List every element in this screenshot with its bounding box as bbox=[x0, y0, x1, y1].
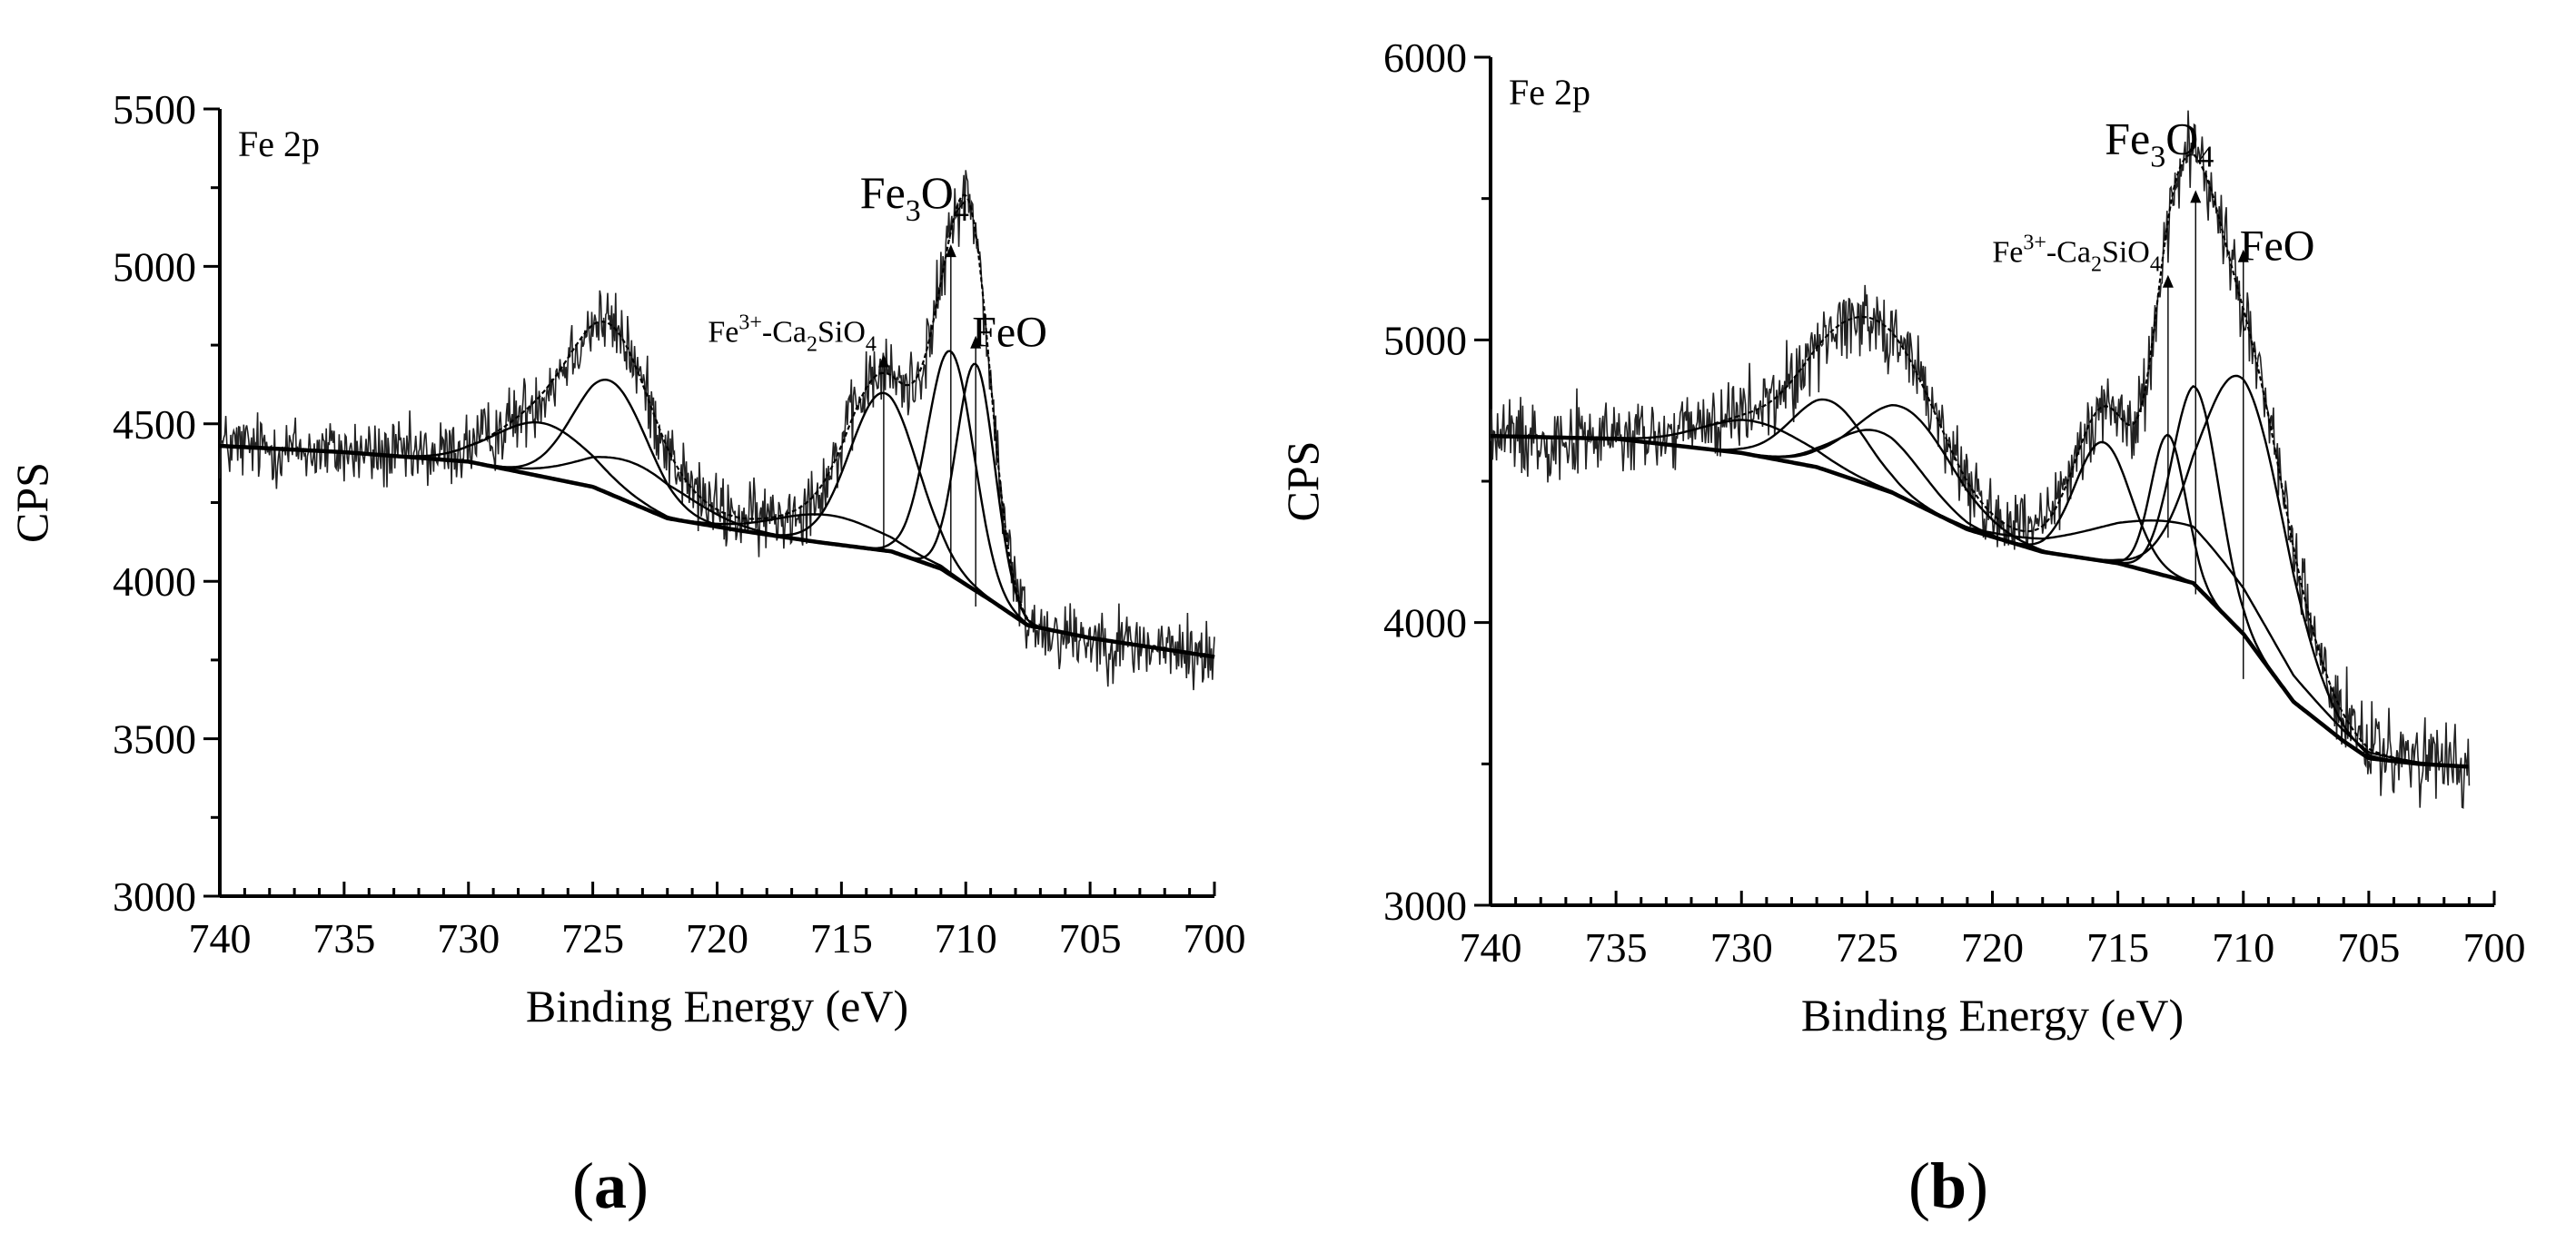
peak-component bbox=[1491, 419, 2469, 768]
label-fe3-ca2sio4: Fe3+-Ca2SiO4 bbox=[1992, 232, 2161, 277]
y-axis-title: CPS bbox=[1277, 441, 1328, 522]
peak-component bbox=[1491, 384, 2469, 768]
arrow-head bbox=[970, 335, 982, 349]
spectrum-label: Fe 2p bbox=[238, 123, 320, 164]
label-fe3o4: Fe3O4 bbox=[2105, 113, 2214, 173]
panel-label: (b) bbox=[1908, 1149, 1988, 1222]
label-feo: FeO bbox=[2240, 222, 2315, 271]
chart-b: 740 735 730 725 720 715 710 705 700 3000 4000 5000 6… bbox=[1277, 35, 2526, 1222]
x-tick-label: 715 bbox=[2086, 924, 2149, 971]
fit-envelope bbox=[1491, 153, 2469, 768]
background-curve bbox=[219, 443, 1215, 659]
x-tick-label: 740 bbox=[1460, 924, 1522, 971]
x-tick-label: 730 bbox=[437, 915, 500, 962]
label-feo: FeO bbox=[972, 309, 1047, 357]
x-tick-label: 740 bbox=[189, 915, 252, 962]
y-tick-label: 3000 bbox=[1383, 883, 1467, 929]
x-tick-label: 705 bbox=[2337, 924, 2400, 971]
y-tick-label: 4000 bbox=[113, 558, 196, 605]
peak-component bbox=[1491, 403, 2469, 768]
x-axis-title: Binding Energy (eV) bbox=[526, 981, 908, 1031]
x-axis-title: Binding Energy (eV) bbox=[1801, 990, 2184, 1041]
x-tick-label: 710 bbox=[2212, 924, 2274, 971]
y-tick-label: 3500 bbox=[113, 716, 196, 763]
y-axis-title: CPS bbox=[6, 462, 57, 543]
peak-labels: Fe3+-Ca2SiO4 Fe3O4 FeO bbox=[708, 167, 1047, 357]
label-fe3-ca2sio4: Fe3+-Ca2SiO4 bbox=[708, 311, 877, 357]
arrow-head bbox=[2237, 249, 2249, 262]
y-tick-label: 3000 bbox=[113, 873, 196, 920]
x-tick-label: 725 bbox=[561, 915, 624, 962]
raw-spectrum bbox=[1490, 110, 2471, 809]
y-tick-label: 6000 bbox=[1383, 35, 1467, 81]
arrow-head bbox=[877, 354, 889, 368]
arrow-head bbox=[2190, 190, 2202, 203]
peak-labels: Fe3+-Ca2SiO4 Fe3O4 FeO bbox=[1992, 113, 2314, 276]
label-fe3o4: Fe3O4 bbox=[860, 167, 969, 228]
y-tick-label: 4000 bbox=[1383, 600, 1467, 646]
fit-envelope bbox=[219, 193, 1215, 658]
arrow-head bbox=[945, 244, 956, 258]
y-tick-label: 5000 bbox=[1383, 317, 1467, 363]
x-tick-label: 720 bbox=[686, 915, 748, 962]
peak-component bbox=[1491, 398, 2469, 768]
panel-label: (a) bbox=[572, 1149, 649, 1222]
raw-spectrum bbox=[219, 170, 1215, 691]
x-tick-label: 725 bbox=[1836, 924, 1898, 971]
x-tick-label: 705 bbox=[1059, 915, 1122, 962]
x-tick-label: 730 bbox=[1710, 924, 1773, 971]
y-tick-label: 4500 bbox=[113, 401, 196, 448]
x-tick-label: 735 bbox=[1585, 924, 1648, 971]
x-tick-label: 720 bbox=[1961, 924, 2024, 971]
y-tick-label: 5000 bbox=[113, 243, 196, 290]
arrow-head bbox=[2162, 274, 2174, 288]
background-curve bbox=[1491, 433, 2469, 769]
x-tick-label: 735 bbox=[312, 915, 375, 962]
x-tick-label: 700 bbox=[2463, 924, 2526, 971]
x-tick-label: 700 bbox=[1184, 915, 1246, 962]
chart-a: 740 735 730 725 720 715 710 705 700 3000 3500 4000 4… bbox=[6, 86, 1246, 1222]
peak-component bbox=[1491, 429, 2469, 768]
x-tick-label: 710 bbox=[935, 915, 997, 962]
y-tick-label: 5500 bbox=[113, 86, 196, 133]
x-tick-label: 715 bbox=[810, 915, 873, 962]
spectrum-label: Fe 2p bbox=[1509, 72, 1590, 113]
